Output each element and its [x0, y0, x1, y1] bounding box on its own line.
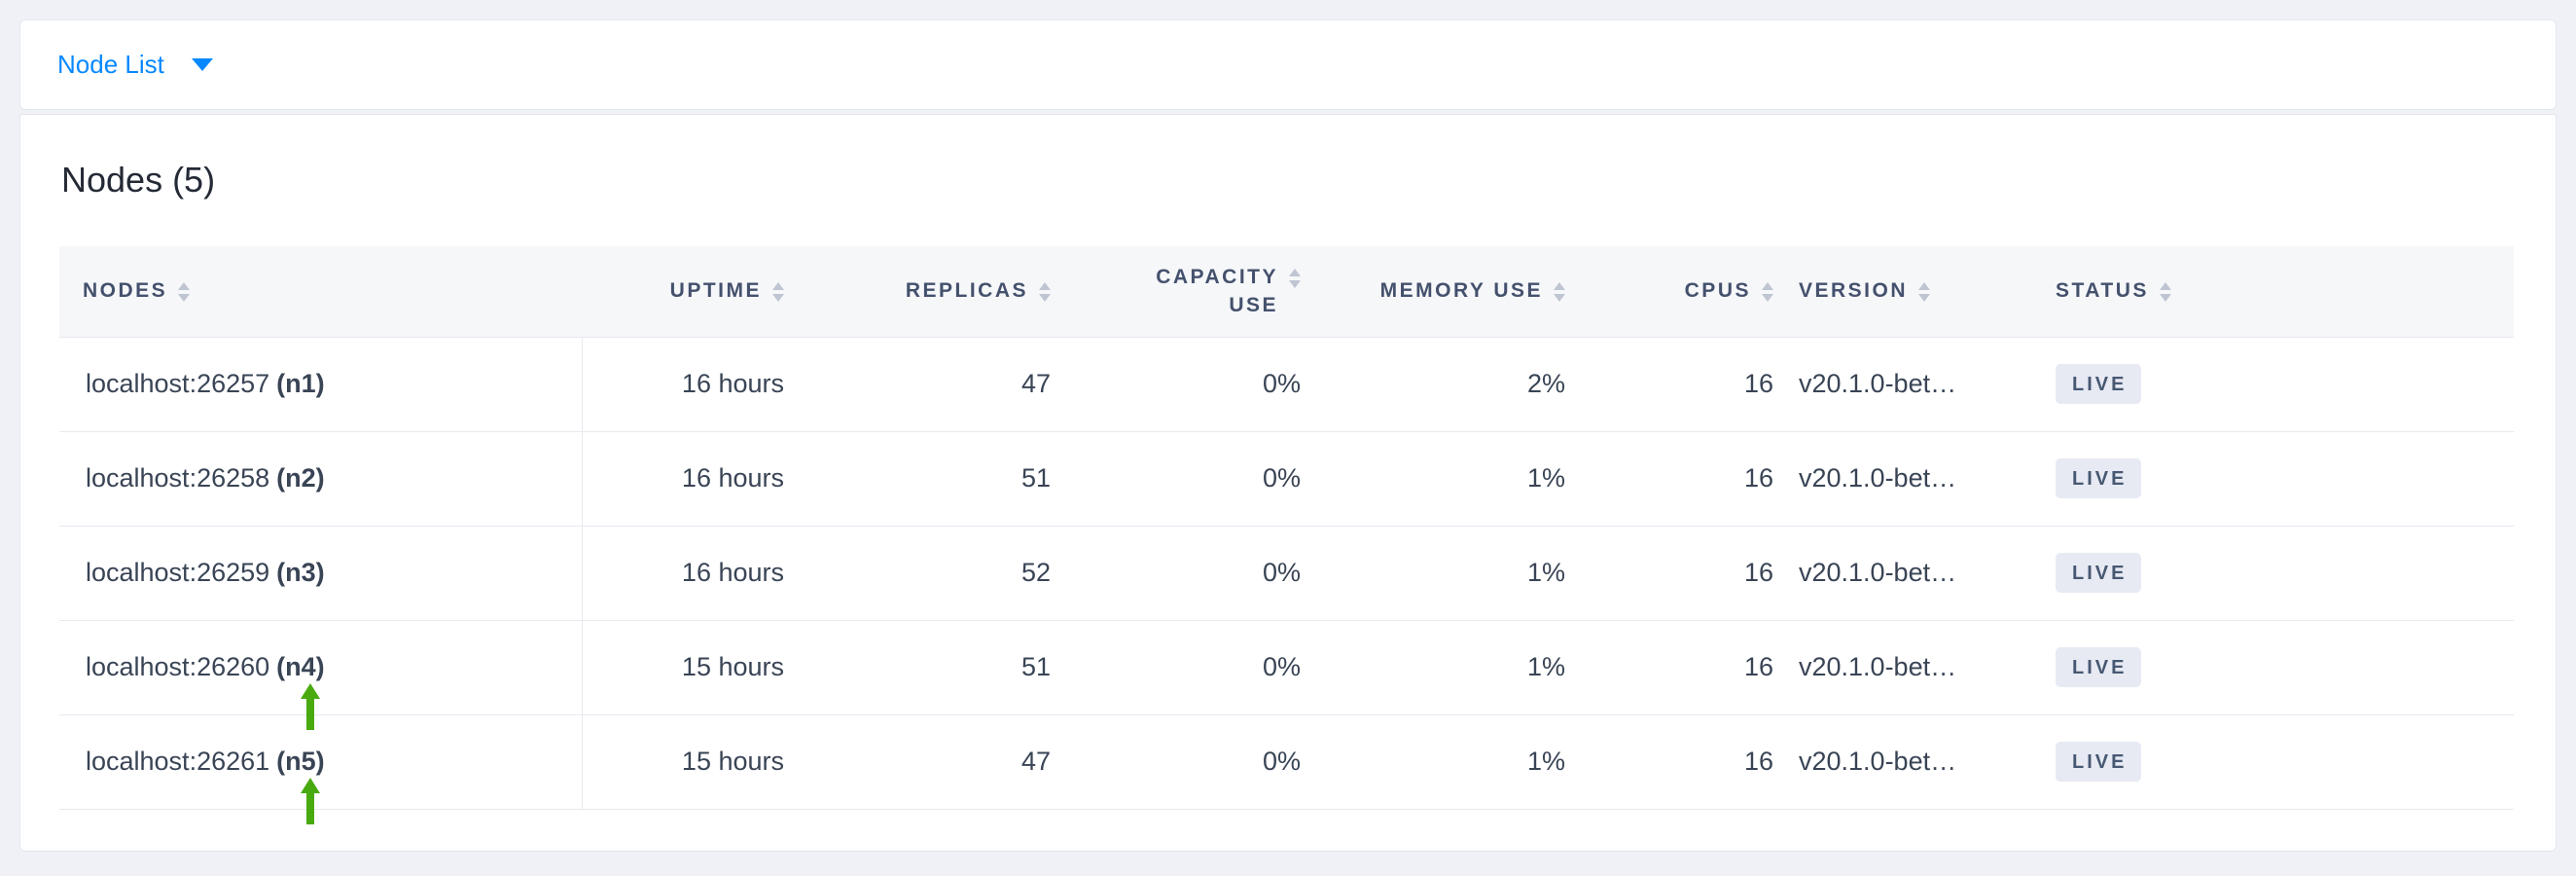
replicas-cell: 47 [798, 714, 1064, 810]
table-header-row: NODES UPTIME REPLICAS CAPACITY USE MEMOR… [59, 246, 2514, 338]
version-cell: v20.1.0-bet… [1787, 714, 2036, 810]
node-id: (n4) [276, 652, 325, 682]
capacity-use-cell: 0% [1064, 431, 1314, 527]
status-cell: LIVE [2036, 714, 2514, 810]
status-cell: LIVE [2036, 620, 2514, 715]
column-header-label: NODES [83, 279, 168, 303]
replicas-cell: 52 [798, 526, 1064, 621]
column-header-label: VERSION [1799, 279, 1909, 303]
capacity-use-cell: 0% [1064, 337, 1314, 432]
column-header-label: UPTIME [669, 279, 762, 303]
sort-icon [1918, 282, 1931, 303]
sort-icon [178, 282, 191, 303]
table-row[interactable]: localhost:26261 (n5) 15 hours 47 0% 1% 16… [59, 714, 2514, 824]
node-address: localhost:26257 [86, 369, 270, 399]
capacity-use-cell: 0% [1064, 620, 1314, 715]
node-address-cell: localhost:26259 (n3) [59, 526, 583, 621]
cpus-cell: 16 [1579, 714, 1787, 810]
column-header-replicas[interactable]: REPLICAS [798, 246, 1064, 338]
node-id: (n3) [276, 558, 325, 588]
view-dropdown-label: Node List [57, 50, 164, 79]
status-cell: LIVE [2036, 337, 2514, 432]
node-address: localhost:26258 [86, 463, 270, 493]
version-cell: v20.1.0-bet… [1787, 431, 2036, 527]
node-address-cell: localhost:26257 (n1) [59, 337, 583, 432]
memory-use-cell: 1% [1314, 526, 1579, 621]
node-address-cell: localhost:26258 (n2) [59, 431, 583, 527]
column-header-version[interactable]: VERSION [1787, 246, 2036, 338]
status-cell: LIVE [2036, 526, 2514, 621]
table-row[interactable]: localhost:26260 (n4) 15 hours 51 0% 1% 16… [59, 620, 2514, 730]
replicas-cell: 51 [798, 431, 1064, 527]
node-address: localhost:26261 [86, 747, 270, 777]
uptime-cell: 16 hours [582, 526, 798, 621]
table-row[interactable]: localhost:26259 (n3) 16 hours 52 0% 1% 16… [59, 526, 2514, 621]
sort-icon [1554, 282, 1565, 303]
uptime-cell: 16 hours [582, 431, 798, 527]
memory-use-cell: 2% [1314, 337, 1579, 432]
node-id: (n5) [276, 747, 325, 777]
column-header-cpus[interactable]: CPUS [1579, 246, 1787, 338]
sort-icon [772, 282, 784, 303]
node-address-cell: localhost:26260 (n4) [59, 620, 583, 730]
column-header-label: MEMORY USE [1379, 279, 1543, 303]
column-header-label: CAPACITY USE [1156, 266, 1278, 316]
cpus-cell: 16 [1579, 526, 1787, 621]
column-header-label: CPUS [1684, 279, 1751, 303]
view-dropdown[interactable]: Node List [57, 50, 213, 80]
column-header-memory-use[interactable]: MEMORY USE [1314, 246, 1579, 338]
nodes-table: NODES UPTIME REPLICAS CAPACITY USE MEMOR… [59, 246, 2514, 824]
sort-icon [1039, 282, 1051, 303]
version-cell: v20.1.0-bet… [1787, 620, 2036, 715]
status-badge: LIVE [2056, 458, 2142, 499]
table-row[interactable]: localhost:26258 (n2) 16 hours 51 0% 1% 16… [59, 431, 2514, 527]
table-row[interactable]: localhost:26257 (n1) 16 hours 47 0% 2% 16… [59, 337, 2514, 432]
node-address: localhost:26260 [86, 652, 270, 682]
node-id: (n2) [276, 463, 325, 493]
version-cell: v20.1.0-bet… [1787, 337, 2036, 432]
node-id: (n1) [276, 369, 325, 399]
sort-icon [1762, 282, 1773, 303]
column-header-capacity-use[interactable]: CAPACITY USE [1064, 246, 1314, 338]
page-title: Nodes (5) [61, 160, 216, 200]
column-header-label: STATUS [2056, 279, 2149, 303]
status-badge: LIVE [2056, 364, 2142, 405]
green-arrow-up-icon [301, 682, 320, 730]
uptime-cell: 15 hours [582, 620, 798, 715]
uptime-cell: 16 hours [582, 337, 798, 432]
replicas-cell: 47 [798, 337, 1064, 432]
column-header-nodes[interactable]: NODES [59, 246, 582, 338]
status-badge: LIVE [2056, 647, 2142, 688]
status-badge: LIVE [2056, 742, 2142, 783]
cpus-cell: 16 [1579, 431, 1787, 527]
node-address: localhost:26259 [86, 558, 270, 588]
memory-use-cell: 1% [1314, 431, 1579, 527]
memory-use-cell: 1% [1314, 620, 1579, 715]
green-arrow-up-icon [301, 777, 320, 824]
capacity-use-cell: 0% [1064, 526, 1314, 621]
caret-down-icon [191, 58, 213, 71]
cpus-cell: 16 [1579, 337, 1787, 432]
sort-icon [2159, 282, 2171, 303]
column-header-uptime[interactable]: UPTIME [582, 246, 798, 338]
column-header-status[interactable]: STATUS [2036, 246, 2514, 338]
capacity-use-cell: 0% [1064, 714, 1314, 810]
uptime-cell: 15 hours [582, 714, 798, 810]
column-header-label: REPLICAS [905, 279, 1028, 303]
cpus-cell: 16 [1579, 620, 1787, 715]
version-cell: v20.1.0-bet… [1787, 526, 2036, 621]
status-badge: LIVE [2056, 553, 2142, 594]
nodes-panel: Nodes (5) NODES UPTIME REPLICAS CAPACITY… [19, 114, 2557, 852]
status-cell: LIVE [2036, 431, 2514, 527]
memory-use-cell: 1% [1314, 714, 1579, 810]
node-address-cell: localhost:26261 (n5) [59, 714, 583, 824]
sort-icon [1289, 269, 1301, 289]
replicas-cell: 51 [798, 620, 1064, 715]
view-selector-bar: Node List [19, 19, 2557, 110]
